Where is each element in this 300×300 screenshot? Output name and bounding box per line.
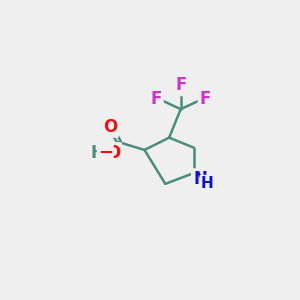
- Text: F: F: [150, 90, 162, 108]
- Text: −: −: [98, 144, 113, 162]
- Text: H: H: [200, 176, 213, 190]
- Text: F: F: [175, 76, 186, 94]
- Text: O: O: [106, 144, 120, 162]
- Text: H: H: [91, 144, 104, 162]
- Text: N: N: [193, 170, 207, 188]
- Text: O: O: [103, 118, 117, 136]
- Text: F: F: [200, 90, 211, 108]
